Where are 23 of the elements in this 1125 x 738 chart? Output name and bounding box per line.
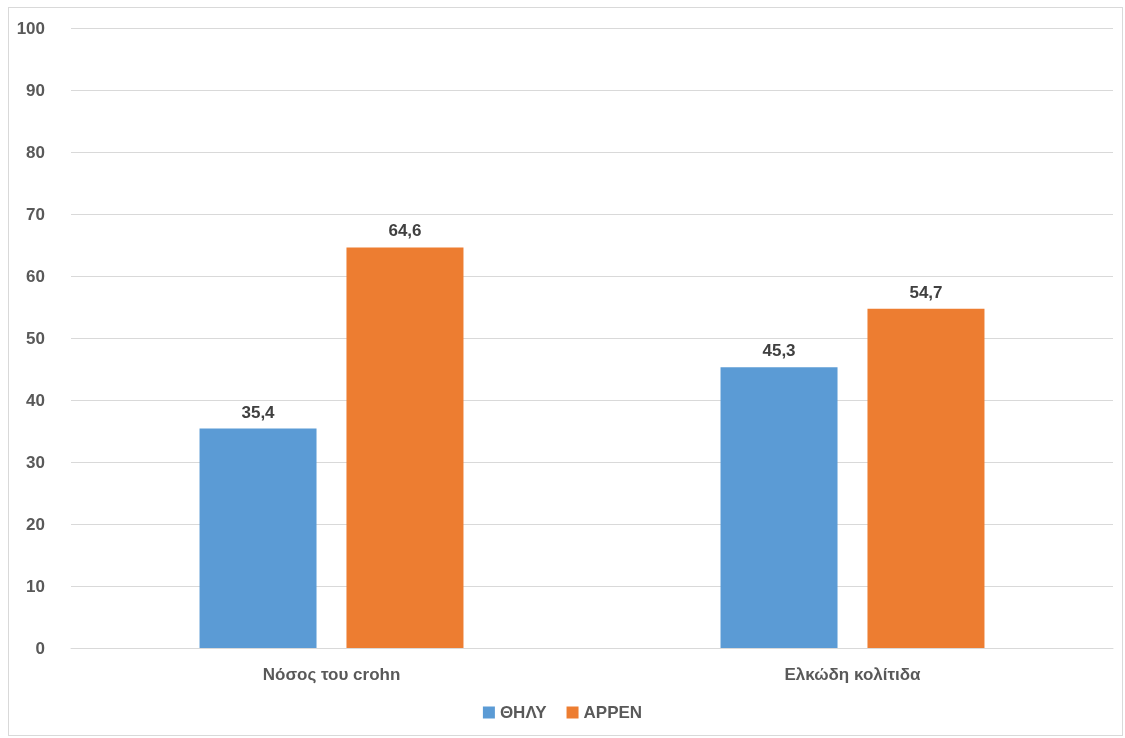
y-tick-label: 50 [26, 328, 45, 348]
y-tick-label: 40 [26, 390, 45, 410]
bar [720, 367, 838, 648]
y-tick-label: 80 [26, 142, 45, 162]
bar [199, 428, 317, 648]
bar [867, 308, 985, 648]
y-tick-label: 30 [26, 452, 45, 472]
y-tick-label: 0 [35, 638, 45, 658]
data-label: 54,7 [909, 282, 943, 302]
legend-label: ΑΡΡΕΝ [583, 703, 643, 722]
y-tick-label: 10 [26, 576, 45, 596]
data-label: 45,3 [762, 341, 796, 361]
x-tick-label: Ελκώδη κολίτιδα [784, 665, 922, 684]
y-tick-label: 90 [26, 80, 45, 100]
y-tick-label: 100 [16, 18, 45, 38]
y-tick-label: 70 [26, 204, 45, 224]
y-tick-label: 20 [26, 514, 45, 534]
data-label: 64,6 [388, 221, 422, 241]
y-tick-label: 60 [26, 266, 45, 286]
legend-label: ΘΗΛΥ [499, 703, 548, 722]
bar [346, 247, 464, 648]
data-label: 35,4 [241, 402, 276, 422]
x-tick-label: Νόσος του crohn [262, 665, 401, 684]
